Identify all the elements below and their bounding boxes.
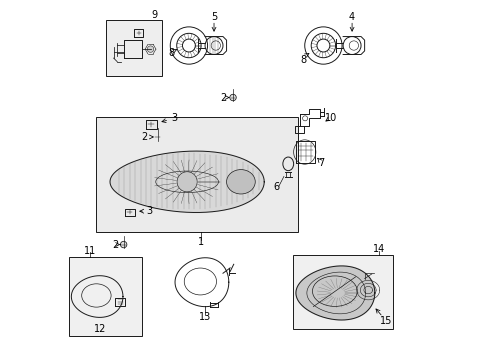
Text: 15: 15	[380, 316, 392, 325]
Ellipse shape	[226, 170, 255, 194]
Polygon shape	[295, 266, 374, 320]
Text: 11: 11	[84, 246, 96, 256]
Circle shape	[154, 134, 161, 140]
Text: 5: 5	[210, 12, 217, 22]
Text: 14: 14	[372, 244, 385, 254]
Text: 3: 3	[146, 206, 152, 216]
FancyBboxPatch shape	[69, 257, 142, 336]
Text: 12: 12	[94, 324, 106, 334]
Text: 4: 4	[348, 12, 354, 22]
Text: 10: 10	[325, 113, 337, 123]
FancyBboxPatch shape	[96, 117, 298, 232]
Text: 1: 1	[198, 237, 204, 247]
Polygon shape	[110, 151, 264, 212]
Text: 3: 3	[171, 113, 177, 123]
Text: 13: 13	[199, 312, 211, 322]
Circle shape	[147, 46, 153, 52]
Text: 8: 8	[300, 55, 306, 65]
Text: 9: 9	[151, 10, 158, 20]
Text: 2: 2	[142, 132, 148, 142]
Text: 8: 8	[167, 48, 174, 58]
Circle shape	[229, 94, 236, 101]
Circle shape	[177, 172, 197, 192]
FancyBboxPatch shape	[292, 255, 392, 329]
Text: 7: 7	[318, 158, 324, 168]
Text: 6: 6	[273, 182, 279, 192]
Text: 2: 2	[112, 239, 118, 249]
Circle shape	[120, 241, 126, 248]
Text: 2: 2	[220, 93, 225, 103]
FancyBboxPatch shape	[106, 21, 162, 76]
